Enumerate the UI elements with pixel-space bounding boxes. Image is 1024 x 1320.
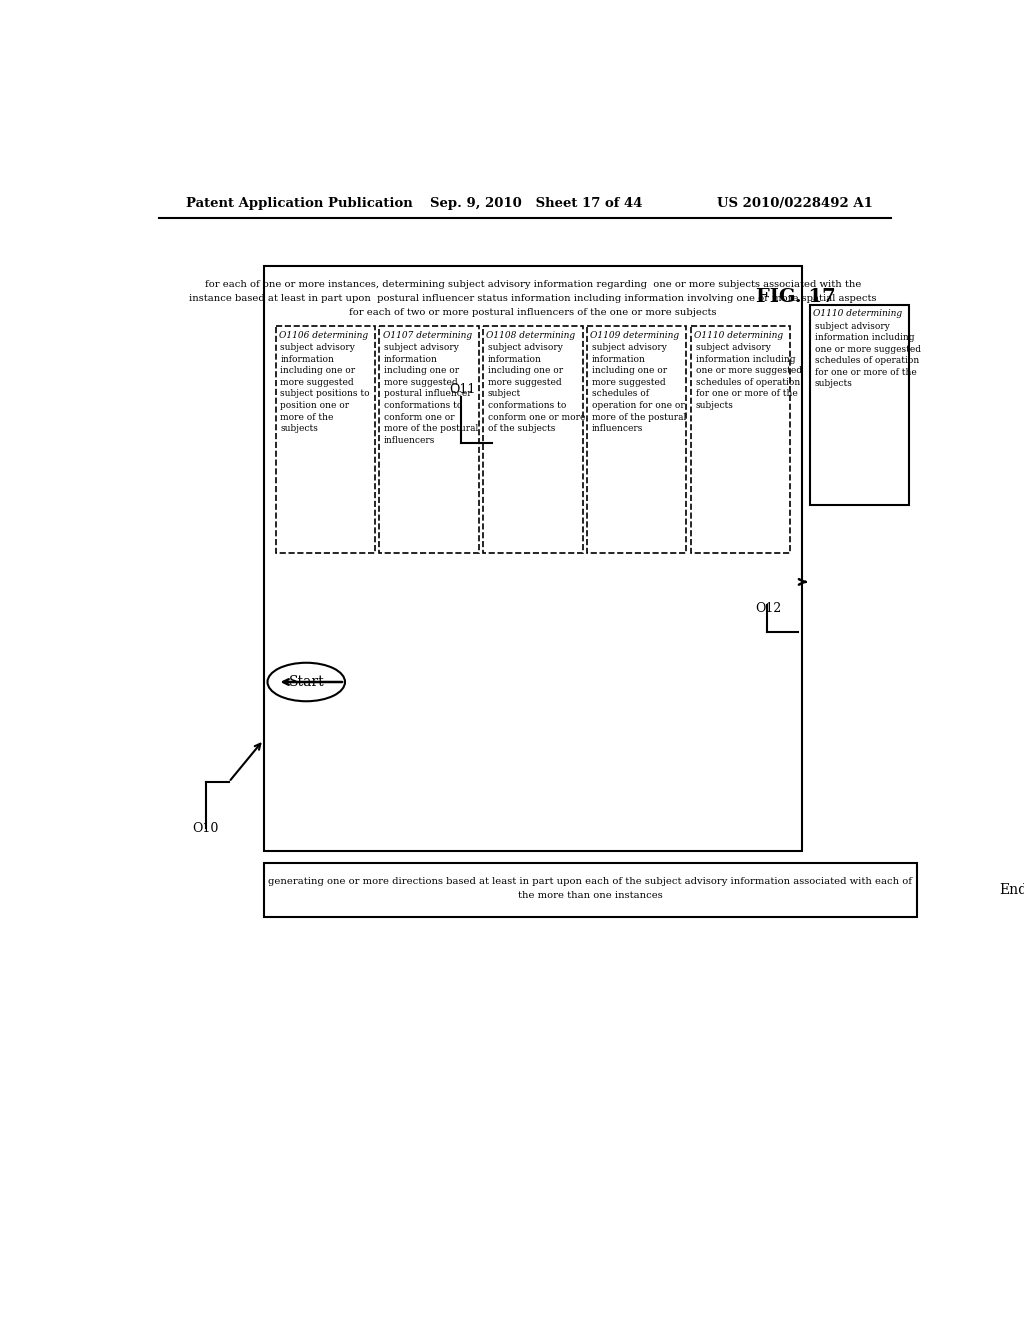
Text: Sep. 9, 2010   Sheet 17 of 44: Sep. 9, 2010 Sheet 17 of 44 bbox=[430, 197, 643, 210]
Bar bbox=[483, 326, 583, 553]
Text: postural influencer: postural influencer bbox=[384, 389, 472, 399]
Text: more suggested: more suggested bbox=[384, 378, 458, 387]
Text: of the subjects: of the subjects bbox=[488, 424, 555, 433]
Text: one or more suggested: one or more suggested bbox=[695, 367, 802, 375]
Text: more suggested: more suggested bbox=[592, 378, 666, 387]
Bar bbox=[587, 326, 686, 553]
Text: O1110 determining: O1110 determining bbox=[813, 309, 902, 318]
Text: generating one or more directions based at least in part upon each of the subjec: generating one or more directions based … bbox=[268, 876, 912, 886]
Text: subject: subject bbox=[488, 389, 521, 399]
Text: O12: O12 bbox=[756, 602, 782, 615]
Text: O11: O11 bbox=[450, 383, 476, 396]
Text: schedules of: schedules of bbox=[592, 389, 649, 399]
Text: information including: information including bbox=[815, 333, 914, 342]
Text: including one or: including one or bbox=[592, 367, 667, 375]
Text: O1106 determining: O1106 determining bbox=[279, 331, 368, 339]
Text: for one or more of the: for one or more of the bbox=[695, 389, 798, 399]
Text: more of the: more of the bbox=[281, 412, 334, 421]
Text: subject advisory: subject advisory bbox=[815, 322, 890, 330]
Text: information: information bbox=[488, 355, 542, 364]
Text: for each of two or more postural influencers of the one or more subjects: for each of two or more postural influen… bbox=[349, 308, 717, 317]
Bar bbox=[263, 267, 802, 851]
Text: Patent Application Publication: Patent Application Publication bbox=[186, 197, 413, 210]
Text: subject advisory: subject advisory bbox=[592, 343, 667, 352]
Text: more of the postural: more of the postural bbox=[592, 412, 686, 421]
Text: operation for one or: operation for one or bbox=[592, 401, 685, 411]
Text: for one or more of the: for one or more of the bbox=[815, 368, 916, 376]
Ellipse shape bbox=[975, 871, 1024, 909]
Text: conform one or more: conform one or more bbox=[488, 412, 586, 421]
Text: conform one or: conform one or bbox=[384, 412, 455, 421]
Bar bbox=[691, 326, 791, 553]
Text: subject advisory: subject advisory bbox=[384, 343, 459, 352]
Text: information including: information including bbox=[695, 355, 796, 364]
Text: subjects: subjects bbox=[815, 379, 853, 388]
Text: O1110 determining: O1110 determining bbox=[694, 331, 783, 339]
Text: subject advisory: subject advisory bbox=[281, 343, 355, 352]
Text: position one or: position one or bbox=[281, 401, 349, 411]
Text: O1109 determining: O1109 determining bbox=[590, 331, 679, 339]
Text: subjects: subjects bbox=[695, 401, 733, 411]
Text: information: information bbox=[281, 355, 334, 364]
Text: O1108 determining: O1108 determining bbox=[486, 331, 575, 339]
Bar bbox=[380, 326, 478, 553]
Text: for each of one or more instances, determining subject advisory information rega: for each of one or more instances, deter… bbox=[205, 280, 861, 289]
Text: including one or: including one or bbox=[281, 367, 355, 375]
Text: schedules of operation: schedules of operation bbox=[815, 356, 919, 366]
Text: O1107 determining: O1107 determining bbox=[383, 331, 472, 339]
Text: more suggested: more suggested bbox=[281, 378, 354, 387]
Text: instance based at least in part upon  postural influencer status information inc: instance based at least in part upon pos… bbox=[189, 294, 877, 302]
Text: influencers: influencers bbox=[384, 436, 435, 445]
Text: including one or: including one or bbox=[384, 367, 459, 375]
Ellipse shape bbox=[267, 663, 345, 701]
Text: more suggested: more suggested bbox=[488, 378, 561, 387]
Text: conformations to: conformations to bbox=[488, 401, 566, 411]
Text: Start: Start bbox=[289, 675, 324, 689]
Text: influencers: influencers bbox=[592, 424, 643, 433]
Text: subject positions to: subject positions to bbox=[281, 389, 370, 399]
Text: US 2010/0228492 A1: US 2010/0228492 A1 bbox=[717, 197, 872, 210]
Text: conformations to: conformations to bbox=[384, 401, 463, 411]
Text: End: End bbox=[999, 883, 1024, 896]
Text: including one or: including one or bbox=[488, 367, 563, 375]
Text: O10: O10 bbox=[193, 822, 219, 834]
Text: subject advisory: subject advisory bbox=[488, 343, 563, 352]
Text: subjects: subjects bbox=[281, 424, 318, 433]
Text: subject advisory: subject advisory bbox=[695, 343, 771, 352]
Bar bbox=[263, 863, 916, 917]
Bar bbox=[810, 305, 909, 506]
Text: information: information bbox=[384, 355, 438, 364]
Text: the more than one instances: the more than one instances bbox=[518, 891, 663, 900]
Text: one or more suggested: one or more suggested bbox=[815, 345, 921, 354]
Text: more of the postural: more of the postural bbox=[384, 424, 478, 433]
Bar bbox=[275, 326, 375, 553]
Text: FIG. 17: FIG. 17 bbox=[756, 288, 836, 306]
Text: information: information bbox=[592, 355, 646, 364]
Text: schedules of operation: schedules of operation bbox=[695, 378, 800, 387]
